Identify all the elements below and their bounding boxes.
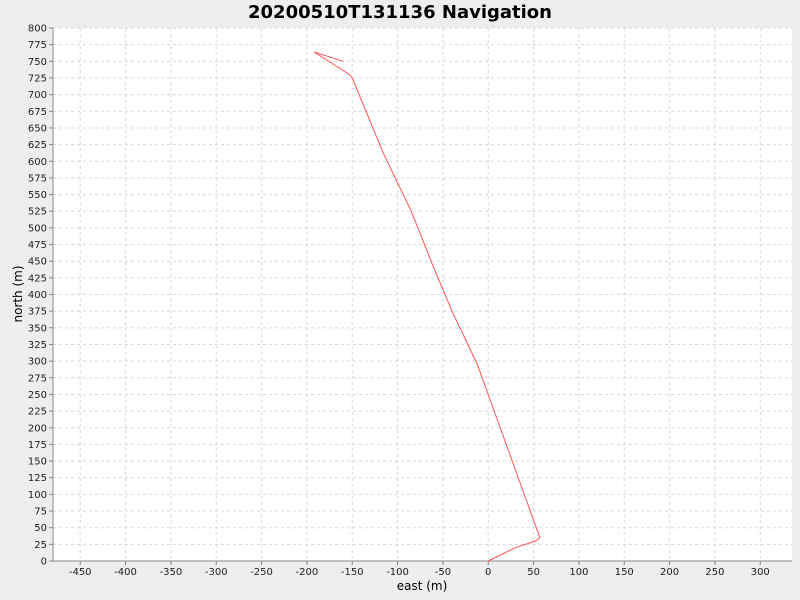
chart-title: 20200510T131136 Navigation bbox=[248, 2, 552, 23]
y-tick-label: 600 bbox=[28, 157, 47, 168]
x-tick-label: 100 bbox=[569, 567, 588, 578]
x-tick-label: 50 bbox=[527, 567, 540, 578]
y-tick-label: 100 bbox=[28, 490, 47, 501]
grid-layer bbox=[53, 27, 792, 562]
x-tick-label: -350 bbox=[160, 567, 183, 578]
x-tick-label: -300 bbox=[205, 567, 228, 578]
trajectory-line bbox=[313, 51, 541, 562]
y-tick-label: 575 bbox=[28, 173, 47, 184]
y-tick-label: 725 bbox=[28, 73, 47, 84]
y-tick-label: 150 bbox=[28, 457, 47, 468]
y-tick-label: 525 bbox=[28, 207, 47, 218]
axes-layer: -450 -400 -350 -300 -250 -200 -150 -100 -50 0 50 10… bbox=[28, 24, 792, 578]
y-tick-label: 800 bbox=[28, 24, 47, 35]
plot-area bbox=[53, 28, 792, 561]
y-tick-label: 300 bbox=[28, 357, 47, 368]
x-tick-label: 250 bbox=[705, 567, 724, 578]
y-tick-label: 700 bbox=[28, 90, 47, 101]
y-tick-label: 50 bbox=[34, 523, 47, 534]
x-tick-label: 200 bbox=[660, 567, 679, 578]
y-tick-label: 675 bbox=[28, 107, 47, 118]
x-tick-label: -450 bbox=[69, 567, 92, 578]
y-tick-label: 425 bbox=[28, 273, 47, 284]
y-tick-label: 275 bbox=[28, 373, 47, 384]
x-tick-label: 0 bbox=[485, 567, 491, 578]
x-tick-label: 150 bbox=[615, 567, 634, 578]
y-tick-label: 25 bbox=[34, 540, 47, 551]
x-axis-label: east (m) bbox=[397, 579, 448, 593]
y-tick-label: 75 bbox=[34, 507, 47, 518]
y-tick-label: 450 bbox=[28, 257, 47, 268]
y-tick-label: 375 bbox=[28, 307, 47, 318]
y-tick-label: 0 bbox=[41, 557, 47, 568]
y-tick-label: 500 bbox=[28, 223, 47, 234]
y-tick-label: 550 bbox=[28, 190, 47, 201]
y-tick-label: 175 bbox=[28, 440, 47, 451]
x-tick-label: -400 bbox=[114, 567, 137, 578]
y-tick-label: 650 bbox=[28, 123, 47, 134]
y-tick-label: 200 bbox=[28, 423, 47, 434]
y-tick-label: 325 bbox=[28, 340, 47, 351]
y-tick-label: 225 bbox=[28, 407, 47, 418]
y-tick-label: 250 bbox=[28, 390, 47, 401]
x-tick-label: -100 bbox=[386, 567, 409, 578]
x-tick-label: -50 bbox=[435, 567, 451, 578]
x-tick-label: -250 bbox=[250, 567, 273, 578]
y-axis-label: north (m) bbox=[11, 265, 25, 322]
x-tick-label: -150 bbox=[341, 567, 364, 578]
y-tick-label: 625 bbox=[28, 140, 47, 151]
y-tick-label: 775 bbox=[28, 40, 47, 51]
x-tick-label: 300 bbox=[751, 567, 770, 578]
y-tick-label: 475 bbox=[28, 240, 47, 251]
y-tick-label: 750 bbox=[28, 57, 47, 68]
y-tick-label: 350 bbox=[28, 323, 47, 334]
x-tick-label: -200 bbox=[296, 567, 319, 578]
y-tick-label: 400 bbox=[28, 290, 47, 301]
y-tick-label: 125 bbox=[28, 473, 47, 484]
series-layer bbox=[313, 51, 541, 562]
